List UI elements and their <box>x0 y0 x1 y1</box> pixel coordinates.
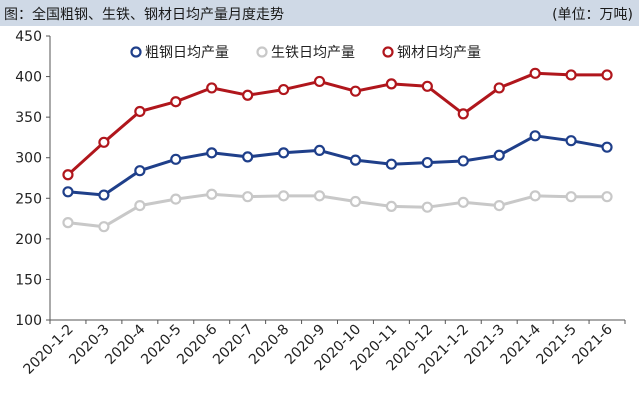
data-point <box>98 189 110 201</box>
data-point <box>206 188 218 200</box>
data-point <box>134 199 146 212</box>
data-point <box>457 196 469 208</box>
data-point <box>98 221 110 233</box>
data-point <box>170 193 182 205</box>
y-tick-label: 150 <box>15 272 42 288</box>
data-point <box>134 165 146 177</box>
data-point <box>421 201 433 213</box>
data-point <box>421 156 433 169</box>
data-point <box>421 80 433 92</box>
data-point <box>277 83 290 96</box>
unit-label: (单位：万吨) <box>552 7 633 23</box>
legend-label: 粗钢日均产量 <box>145 45 229 61</box>
data-point <box>242 151 254 163</box>
data-point <box>385 200 398 212</box>
data-point <box>385 158 398 170</box>
y-tick-label: 350 <box>15 110 42 126</box>
data-point <box>457 155 469 167</box>
data-point <box>62 169 74 181</box>
data-point <box>349 85 362 97</box>
series-line-2 <box>67 192 607 229</box>
series-line-3 <box>66 71 607 176</box>
data-point <box>601 191 613 203</box>
data-point <box>62 186 74 198</box>
chart-title: 图：全国粗钢、生铁、钢材日均产量月度走势 <box>4 7 284 23</box>
data-point <box>565 69 577 81</box>
data-point <box>277 190 290 202</box>
data-point <box>457 108 469 120</box>
legend-marker <box>382 46 394 58</box>
y-tick-label: 250 <box>15 191 42 207</box>
data-point <box>277 147 290 159</box>
legend-label: 钢材日均产量 <box>397 45 481 61</box>
y-tick-label: 200 <box>15 232 42 248</box>
data-point <box>170 153 182 165</box>
series-line-1 <box>67 134 608 197</box>
x-tick-label: 2021-6 <box>569 321 615 367</box>
data-point <box>529 67 541 79</box>
data-point <box>565 135 577 147</box>
data-point <box>493 149 505 161</box>
data-point <box>313 144 326 157</box>
data-point <box>349 154 362 166</box>
chart-header: 图：全国粗钢、生铁、钢材日均产量月度走势 (单位：万吨) <box>0 0 639 26</box>
legend-label: 生铁日均产量 <box>271 45 355 61</box>
x-tick-label: 2020-1-2 <box>21 322 77 378</box>
legend-marker <box>130 46 142 58</box>
y-tick-label: 400 <box>15 70 42 86</box>
data-point <box>206 147 218 159</box>
data-point <box>493 199 505 212</box>
data-point <box>493 82 505 94</box>
y-tick-label: 300 <box>15 151 42 167</box>
data-point <box>98 136 110 148</box>
data-point <box>349 195 362 208</box>
data-point <box>385 78 398 90</box>
y-tick-label: 450 <box>15 29 42 45</box>
data-point <box>313 75 326 88</box>
legend-marker <box>256 46 268 58</box>
data-point <box>601 69 613 81</box>
data-point <box>601 141 613 153</box>
data-point <box>206 82 218 94</box>
data-point <box>565 191 577 203</box>
data-point <box>242 89 254 101</box>
data-point <box>242 191 254 203</box>
y-tick-label: 100 <box>15 313 42 329</box>
data-point <box>62 217 74 229</box>
data-point <box>529 130 541 142</box>
data-point <box>134 105 146 118</box>
data-point <box>170 96 182 108</box>
data-point <box>529 190 541 202</box>
data-point <box>313 190 326 202</box>
